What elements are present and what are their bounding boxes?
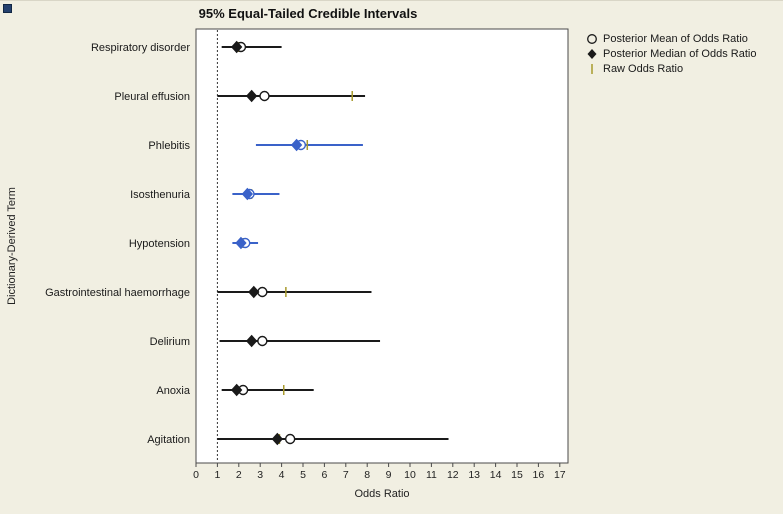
x-tick-label: 11 bbox=[426, 469, 437, 481]
x-tick-label: 1 bbox=[214, 469, 220, 481]
x-tick-label: 12 bbox=[447, 469, 459, 481]
legend: Posterior Mean of Odds Ratio Posterior M… bbox=[585, 31, 756, 76]
x-tick-label: 2 bbox=[236, 469, 242, 481]
legend-item-median: Posterior Median of Odds Ratio bbox=[585, 46, 756, 61]
legend-label: Raw Odds Ratio bbox=[603, 62, 684, 75]
x-tick-label: 9 bbox=[386, 469, 392, 481]
x-tick-label: 17 bbox=[554, 469, 566, 481]
category-label: Phlebitis bbox=[148, 140, 190, 152]
x-tick-label: 14 bbox=[490, 469, 502, 481]
posterior-mean-marker bbox=[284, 433, 296, 445]
category-label: Isosthenuria bbox=[130, 189, 191, 201]
filled-diamond-icon bbox=[587, 48, 597, 59]
category-label: Anoxia bbox=[156, 385, 191, 397]
posterior-median-marker bbox=[230, 40, 243, 54]
posterior-median-marker bbox=[245, 89, 258, 103]
x-tick-label: 10 bbox=[404, 469, 416, 481]
x-tick-label: 8 bbox=[364, 469, 370, 481]
disclosure-icon[interactable] bbox=[3, 4, 12, 13]
x-axis-label: Odds Ratio bbox=[354, 488, 410, 500]
category-label: Pleural effusion bbox=[114, 91, 190, 103]
x-tick-label: 6 bbox=[321, 469, 327, 481]
category-label: Delirium bbox=[150, 336, 190, 348]
posterior-median-marker bbox=[235, 236, 247, 250]
posterior-median-marker bbox=[271, 432, 283, 446]
posterior-median-marker bbox=[290, 138, 303, 152]
legend-label: Posterior Median of Odds Ratio bbox=[603, 47, 757, 60]
legend-item-raw: Raw Odds Ratio bbox=[585, 61, 756, 76]
category-label: Hypotension bbox=[129, 238, 190, 250]
posterior-mean-marker bbox=[257, 335, 268, 347]
x-tick-label: 13 bbox=[468, 469, 480, 481]
y-axis-label: Dictionary-Derived Term bbox=[6, 187, 18, 305]
legend-label: Posterior Mean of Odds Ratio bbox=[603, 32, 748, 45]
x-tick-label: 4 bbox=[279, 469, 285, 481]
legend-item-mean: Posterior Mean of Odds Ratio bbox=[585, 31, 756, 46]
x-tick-label: 16 bbox=[533, 469, 545, 481]
posterior-median-marker bbox=[245, 334, 258, 348]
posterior-median-marker bbox=[230, 383, 243, 397]
category-label: Agitation bbox=[147, 434, 190, 446]
x-tick-label: 0 bbox=[193, 469, 199, 481]
category-label: Gastrointestinal haemorrhage bbox=[45, 287, 190, 299]
category-label: Respiratory disorder bbox=[91, 42, 190, 54]
posterior-median-marker bbox=[248, 285, 260, 299]
open-circle-icon bbox=[587, 33, 597, 44]
x-tick-label: 5 bbox=[300, 469, 306, 481]
chart-title: 95% Equal-Tailed Credible Intervals bbox=[198, 6, 418, 21]
x-tick-label: 15 bbox=[511, 469, 523, 481]
x-tick-label: 7 bbox=[343, 469, 349, 481]
vertical-tick-icon bbox=[591, 63, 593, 74]
posterior-median-marker bbox=[241, 187, 254, 201]
posterior-mean-marker bbox=[259, 90, 270, 102]
x-tick-label: 3 bbox=[257, 469, 263, 481]
